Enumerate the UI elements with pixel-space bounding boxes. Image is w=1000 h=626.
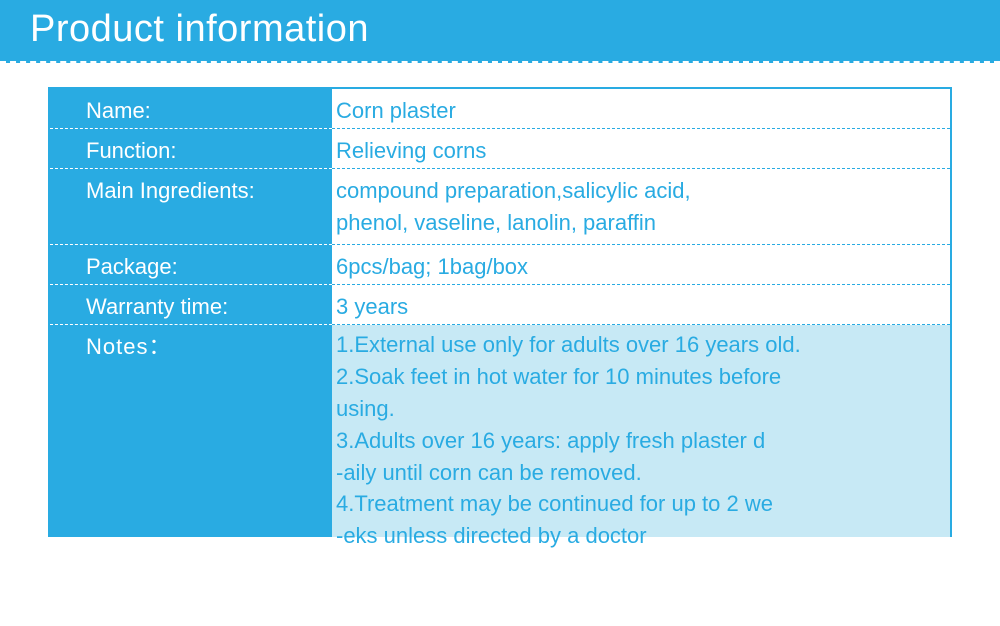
label-function: Function: — [50, 129, 332, 169]
label-notes: Notes： — [50, 325, 332, 537]
label-ingredients: Main Ingredients: — [50, 169, 332, 245]
labels-column: Name: Function: Main Ingredients: Packag… — [50, 89, 332, 537]
label-package: Package: — [50, 245, 332, 285]
value-name: Corn plaster — [332, 89, 950, 129]
spacer — [0, 63, 1000, 87]
value-warranty: 3 years — [332, 285, 950, 325]
value-function: Relieving corns — [332, 129, 950, 169]
value-ingredients: compound preparation,salicylic acid, phe… — [332, 169, 950, 245]
value-package: 6pcs/bag; 1bag/box — [332, 245, 950, 285]
label-name: Name: — [50, 89, 332, 129]
value-notes: 1.External use only for adults over 16 y… — [332, 325, 950, 537]
values-column: Corn plaster Relieving corns compound pr… — [332, 89, 950, 537]
label-warranty: Warranty time: — [50, 285, 332, 325]
page-title: Product information — [0, 0, 1000, 63]
product-info-table: Name: Function: Main Ingredients: Packag… — [48, 87, 952, 537]
